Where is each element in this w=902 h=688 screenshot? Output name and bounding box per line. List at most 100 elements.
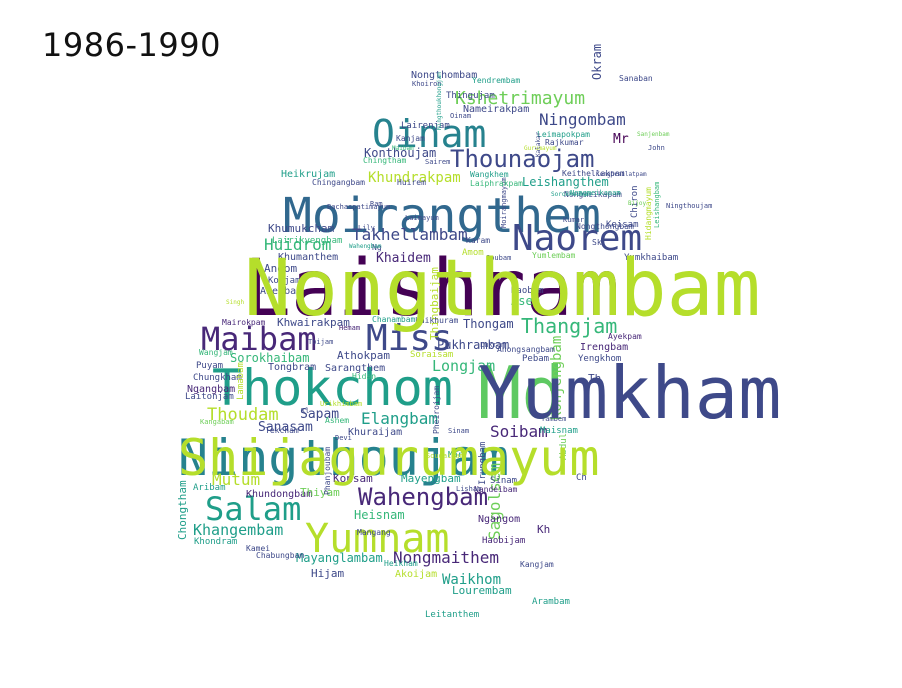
cloud-word-waikhom: Waikhom [442, 572, 501, 588]
cloud-word-soraisam: Soraisam [410, 350, 453, 360]
cloud-word-khwairakpam: Khwairakpam [277, 316, 350, 329]
cloud-word-thongam: Thongam [463, 317, 514, 331]
cloud-word-nongmeikapam: Nongmeikapam [564, 190, 622, 199]
cloud-word-ch: Ch [576, 473, 587, 483]
cloud-word-laikhuram: Laikhuram [415, 316, 459, 325]
cloud-word-pebam: Pebam [522, 354, 549, 364]
cloud-word-sk: Sk [592, 238, 602, 247]
cloud-word-chingangbam: Chingangbam [312, 178, 365, 187]
cloud-word-aheibam: Aheibam [260, 286, 302, 297]
cloud-word-lisham: Lisham [456, 485, 481, 493]
cloud-word-yengkhom: Yengkhom [578, 354, 621, 364]
cloud-word-mayanglambam: Mayanglambam [296, 551, 383, 565]
cloud-word-wangkhem: Wangkhem [470, 170, 509, 179]
cloud-word-okram: Okram [590, 44, 604, 80]
cloud-word-ng: Ng [372, 243, 382, 252]
cloud-word-maisnam: Maisnam [540, 426, 578, 436]
cloud-word-tongbram: Tongbram [268, 362, 316, 373]
cloud-word-yumnam: Yumnam [305, 516, 450, 562]
cloud-word-chanambam: Chanambam [372, 315, 416, 324]
cloud-word-sanasam: Sanasam [258, 420, 313, 435]
cloud-word-puyam: Puyam [196, 361, 223, 371]
cloud-word-mayengbam: Mayengbam [401, 472, 461, 485]
cloud-word-wahengbam: Wahengbam [358, 483, 488, 511]
cloud-word-laitonjam: Laitonjam [185, 392, 234, 402]
cloud-word-sorokhaibam: Sorokhaibam [551, 191, 591, 198]
cloud-word-shijagurumayum: Shijagurumayum [178, 429, 599, 487]
cloud-word-koijam: Koijam [268, 276, 301, 286]
cloud-word-nongthombam: Nongthombam [244, 244, 761, 334]
cloud-word-heikrujam: Heikrujam [281, 169, 335, 180]
cloud-word-thounaojam: Thounaojam [450, 145, 595, 173]
cloud-word-nongthombam: Nongthombam [411, 70, 477, 81]
cloud-word-irungbam: Irungbam [478, 442, 488, 485]
cloud-word-kl: Kl [301, 407, 309, 415]
cloud-word-miss: Miss [366, 318, 453, 359]
cloud-word-kshetrimayum: Kshetrimayum [455, 88, 585, 109]
cloud-word-lourembam: Lourembam [452, 584, 512, 597]
cloud-word-khumanthem: Khumanthem [278, 252, 338, 263]
cloud-word-ningthoujam: Ningthoujam [178, 429, 509, 487]
cloud-word-john: John [648, 144, 665, 152]
cloud-word-khondram: Khondram [194, 537, 237, 547]
cloud-word-bachaspatimayum: Bachaspatimayum [327, 203, 390, 211]
cloud-word-rajkumar: Rajkumar [545, 138, 584, 147]
cloud-word-kangjam: Kangjam [520, 560, 554, 569]
cloud-word-maibam: Maibam [392, 145, 414, 152]
cloud-word-ayekpam: Ayekpam [608, 332, 642, 341]
cloud-word-khoiron: Khoiron [412, 80, 442, 88]
cloud-word-thingujam: Thingujam [446, 91, 495, 101]
cloud-word-khundongbam: Khundongbam [246, 489, 312, 500]
cloud-word-toijam: Toijam [308, 338, 333, 346]
cloud-word-kumar: Kumar [563, 216, 584, 224]
cloud-word-aribam: Aribam [193, 483, 226, 493]
cloud-word-lukram: Lukram [480, 341, 505, 349]
cloud-word-hidangmayum: Hidangmayum [644, 187, 653, 240]
cloud-word-urikhimbam: Urikhimbam [320, 400, 362, 408]
cloud-word-nandeibam: Nandeibam [474, 485, 518, 494]
cloud-word-leitanthem: Leitanthem [425, 610, 479, 620]
cloud-word-yumkhaibam: Yumkhaibam [624, 253, 678, 263]
cloud-word-ningombam: Ningombam [539, 110, 626, 129]
cloud-word-naorem: Naorem [512, 218, 642, 259]
cloud-word-ningthoujam: Ningthoujam [666, 202, 712, 210]
cloud-word-ngangbam: Ngangbam [187, 384, 235, 395]
cloud-word-thoudam: Thoudam [207, 405, 279, 425]
cloud-word-arambam: Arambam [532, 597, 570, 607]
cloud-word-asem: Asem [511, 294, 540, 308]
cloud-word-khumukcham: Khumukcham [268, 222, 335, 235]
cloud-word-mangang: Mangang [357, 528, 391, 537]
cloud-word-chingtham: Chingtham [363, 156, 407, 165]
cloud-word-moirangthem: Moirangthem [283, 188, 601, 244]
cloud-word-chabungbam: Chabungbam [256, 551, 304, 560]
cloud-word-longjam: Longjam [432, 357, 495, 375]
cloud-word-kh: Kh [537, 523, 550, 536]
cloud-word-ngangom: Ngangom [478, 514, 520, 525]
cloud-word-sinam: Sinam [490, 476, 517, 486]
cloud-word-nongmeikapam: Nongmeikapam [570, 189, 621, 197]
cloud-word-ashem: Ashem [325, 416, 349, 425]
cloud-word-abdul: Abdul [559, 433, 569, 460]
cloud-word-hijam: Hijam [311, 567, 344, 580]
cloud-word-yambem: Yambem [541, 415, 566, 423]
cloud-word-heisnam: Heisnam [354, 508, 405, 522]
cloud-word-lamabam: Lamabam [236, 362, 246, 400]
cloud-word-ram: Ram [370, 200, 383, 208]
cloud-word-huidrom: Huidrom [264, 235, 331, 254]
cloud-word-laimayum: Laimayum [405, 214, 439, 222]
cloud-word-laishram: Laishram [244, 244, 620, 334]
cloud-word-karam: Karam [466, 236, 490, 245]
cloud-word-sinam: Sinam [448, 427, 469, 435]
cloud-word-th: Th [588, 372, 601, 385]
cloud-word-sanaban: Sanaban [619, 74, 653, 83]
cloud-word-wahengbam: Wahengbam [349, 243, 382, 250]
cloud-word-lily: Lily [358, 224, 375, 232]
cloud-word-ningthoukhongjam: Ningthoukhongjam [436, 72, 443, 130]
cloud-word-amom: Amom [462, 248, 484, 258]
cloud-word-leishangbam: Leishangbam [653, 182, 661, 228]
cloud-word-thangjam: Thangjam [521, 314, 617, 338]
cloud-word-kangabam: Kangabam [200, 418, 234, 426]
cloud-word-mr: Mr [613, 132, 629, 147]
cloud-word-bijoy: Bijoy [628, 200, 646, 207]
cloud-word-mairokpam: Mairokpam [222, 318, 266, 327]
